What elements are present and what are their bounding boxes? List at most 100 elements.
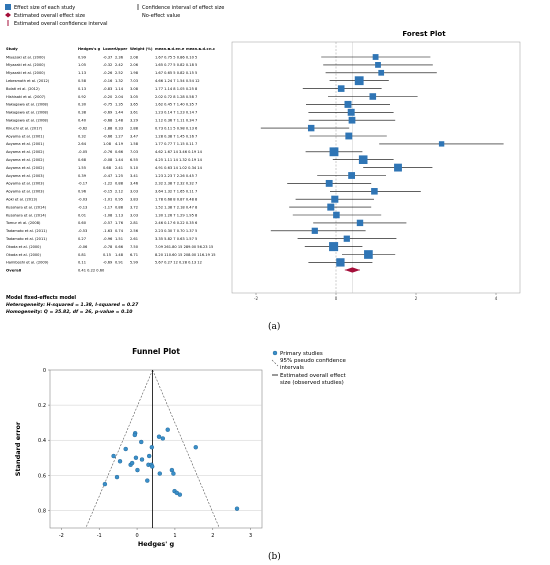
forest-study-value: -0.47 bbox=[103, 174, 112, 178]
forest-effect-square bbox=[364, 250, 373, 259]
forest-effect-square bbox=[345, 132, 353, 140]
forest-study-value: -1.17 bbox=[103, 205, 112, 209]
caption-b: (b) bbox=[268, 552, 281, 562]
funnel-xtick-label-4: 2 bbox=[211, 533, 214, 539]
forest-study-stats: 8.20 110.60 15 208.00 116.19 15 bbox=[155, 253, 216, 257]
forest-study-value: 0.74 bbox=[115, 229, 124, 233]
forest-study-value: 2.56 bbox=[130, 229, 139, 233]
forest-effect-square bbox=[354, 76, 364, 86]
forest-study-name: Tadamoto et al. (2011) bbox=[5, 237, 48, 241]
forest-study-value: 0.88 bbox=[115, 182, 124, 186]
forest-study-value: -0.75 bbox=[103, 103, 112, 107]
forest-study-stats: 1.67 0.65 5 0.82 0.15 5 bbox=[155, 71, 197, 75]
forest-study-stats: 4.25 1.11 14 1.32 0.19 14 bbox=[155, 158, 203, 162]
forest-header-4: Weight (%) bbox=[130, 47, 153, 51]
forest-study-stats: 1.52 1.38 7 2.18 0.47 8 bbox=[155, 205, 198, 209]
forest-effect-square bbox=[331, 195, 339, 203]
forest-study-value: 4.19 bbox=[115, 142, 124, 146]
forest-header-2: Lower bbox=[103, 47, 116, 51]
legend-no-effect-label: No-effect value bbox=[142, 13, 180, 19]
forest-study-value: -0.53 bbox=[78, 229, 87, 233]
forest-study-value: 0.58 bbox=[78, 79, 87, 83]
forest-effect-square bbox=[343, 235, 350, 242]
forest-xtick-label-2: 2 bbox=[415, 296, 418, 301]
forest-study-value: 0.38 bbox=[78, 111, 87, 115]
forest-study-value: 3.08 bbox=[130, 87, 139, 91]
funnel-study-point bbox=[177, 492, 183, 497]
forest-overall-diamond bbox=[344, 267, 360, 273]
forest-study-name: Aoki et al. (2013) bbox=[6, 198, 38, 202]
forest-study-value: 2.52 bbox=[115, 71, 123, 75]
forest-study-value: 0.66 bbox=[115, 150, 124, 154]
funnel-study-point bbox=[117, 459, 123, 464]
forest-study-value: 0.96 bbox=[78, 190, 87, 194]
forest-study-value: 1.13 bbox=[115, 213, 123, 217]
forest-header-10: n.c bbox=[209, 47, 215, 51]
forest-study-stats: 3.64 1.32 7 1.65 0.11 7 bbox=[155, 190, 197, 194]
forest-study-stats: 4.62 1.67 14 3.46 0.19 14 bbox=[155, 150, 203, 154]
forest-study-value: 2.08 bbox=[130, 55, 139, 59]
forest-study-value: 1.32 bbox=[115, 79, 123, 83]
forest-study-value: 1.25 bbox=[115, 174, 123, 178]
forest-header-3: Upper bbox=[115, 47, 128, 51]
funnel-study-point bbox=[123, 446, 128, 452]
forest-header-9: s.d.c bbox=[199, 47, 209, 51]
forest-study-name: Kusahara et al. (2014) bbox=[6, 205, 47, 209]
forest-effect-square bbox=[369, 93, 377, 100]
forest-study-value: 3.03 bbox=[130, 213, 138, 217]
forest-study-value: 2.41 bbox=[115, 166, 123, 170]
funnel-ylabel: Standard error bbox=[14, 421, 22, 476]
funnel-legend-overall: Estimated overall effect bbox=[280, 373, 347, 379]
legend-overall-ci-label: Estimated overall confidence interval bbox=[14, 21, 107, 27]
forest-study-value: 3.03 bbox=[130, 190, 138, 194]
legend-effect-square bbox=[5, 4, 11, 10]
funnel-ytick-label-0: 0 bbox=[43, 368, 46, 374]
funnel-study-point bbox=[171, 471, 176, 476]
forest-xtick-label-0: -2 bbox=[254, 296, 258, 301]
legend-ci-label: Confidence interval of effect size bbox=[142, 5, 224, 11]
funnel-xtick-label-1: -1 bbox=[97, 533, 102, 539]
forest-study-value: -0.83 bbox=[103, 87, 112, 91]
forest-study-stats: 7.09 261.80 15 289.00 56.23 15 bbox=[155, 245, 213, 249]
funnel-legend-pseudo-2: intervals bbox=[280, 365, 304, 371]
forest-study-name: Aoyama et al. (2003) bbox=[6, 174, 45, 178]
forest-study-value: 0.27 bbox=[78, 237, 86, 241]
forest-study-value: 0.88 bbox=[115, 205, 124, 209]
forest-study-value: 7.03 bbox=[130, 79, 138, 83]
forest-effect-square bbox=[325, 179, 333, 187]
forest-effect-square bbox=[327, 203, 335, 211]
forest-study-value: -1.63 bbox=[103, 229, 112, 233]
forest-study-name: Hishisaki et al. (2007) bbox=[6, 95, 46, 99]
forest-study-value: 0.33 bbox=[115, 126, 123, 130]
forest-study-name: Tadamoto et al. (2011) bbox=[5, 229, 48, 233]
funnel-xtick-label-2: 0 bbox=[135, 533, 138, 539]
forest-header-0: Study bbox=[6, 47, 18, 51]
forest-effect-square bbox=[378, 69, 385, 76]
forest-study-value: -0.15 bbox=[103, 190, 112, 194]
forest-study-value: 1.55 bbox=[78, 166, 86, 170]
forest-study-value: 0.15 bbox=[103, 253, 111, 257]
forest-study-name: Okada et al. (2000) bbox=[6, 253, 41, 257]
funnel-xtick-label-5: 3 bbox=[249, 533, 252, 539]
forest-study-value: 1.35 bbox=[115, 103, 123, 107]
forest-study-value: 3.83 bbox=[130, 198, 138, 202]
forest-overall-label: Overall bbox=[6, 267, 21, 272]
forest-effect-square bbox=[372, 54, 379, 60]
forest-study-value: 0.99 bbox=[78, 55, 87, 59]
funnel-study-point bbox=[139, 457, 145, 462]
forest-study-value: 0.68 bbox=[78, 158, 87, 162]
forest-study-value: 0.66 bbox=[115, 245, 124, 249]
funnel-study-point bbox=[150, 464, 155, 469]
forest-study-stats: 1.77 1.14 8 1.05 0.25 8 bbox=[155, 87, 198, 91]
funnel-study-point bbox=[149, 445, 155, 450]
forest-study-stats: 1.28 0.38 7 1.45 0.16 7 bbox=[155, 134, 197, 138]
forest-study-value: 1.14 bbox=[115, 87, 124, 91]
forest-study-value: 7.50 bbox=[130, 245, 139, 249]
forest-study-value: -0.08 bbox=[103, 158, 113, 162]
forest-study-value: -0.26 bbox=[103, 71, 113, 75]
forest-study-value: 6.55 bbox=[130, 158, 138, 162]
forest-study-value: -0.06 bbox=[78, 245, 88, 249]
funnel-legend-overall-2: size (observed studies) bbox=[280, 380, 344, 386]
forest-study-value: 2.61 bbox=[130, 237, 138, 241]
